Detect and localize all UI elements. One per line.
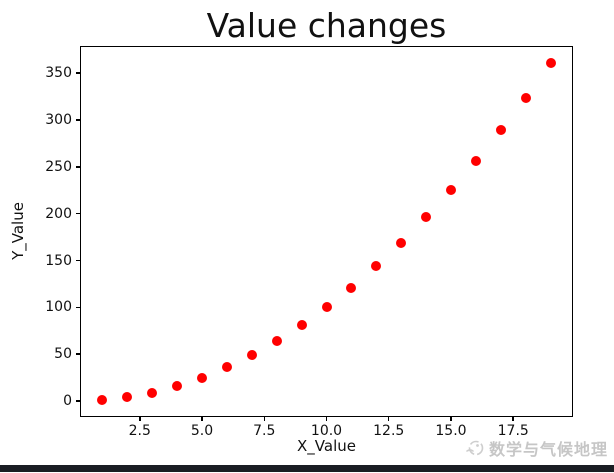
x-tick-label: 17.5 (497, 423, 529, 439)
x-tick-mark (450, 417, 452, 421)
x-tick-label: 5.0 (190, 423, 214, 439)
chart-title: Value changes (206, 6, 447, 45)
y-tick-label: 350 (45, 65, 72, 82)
y-tick-mark (76, 119, 80, 121)
y-tick-mark (76, 166, 80, 168)
watermark-text: 数学与气候地理 (488, 440, 608, 459)
data-point (371, 261, 382, 272)
data-point (197, 372, 207, 383)
y-tick-label: 250 (45, 158, 72, 175)
x-tick-label: 15.0 (435, 423, 467, 439)
x-tick-label: 7.5 (253, 423, 276, 439)
data-point (445, 185, 456, 196)
data-point (246, 350, 257, 361)
data-point (520, 92, 531, 103)
data-point (495, 125, 506, 136)
y-tick-mark (76, 306, 80, 309)
y-tick-mark (76, 353, 80, 355)
data-point (97, 395, 108, 406)
data-point (221, 362, 232, 373)
x-axis-label: X_Value (297, 437, 356, 455)
y-tick-mark (76, 212, 80, 215)
y-tick-mark (76, 400, 80, 402)
y-tick-label: 100 (45, 299, 72, 316)
y-tick-label: 150 (45, 252, 72, 269)
data-point (172, 381, 183, 392)
logo-icon (465, 438, 485, 458)
x-tick-label: 12.5 (373, 423, 405, 439)
data-point (321, 302, 332, 313)
data-point (421, 212, 432, 223)
y-tick-label: 0 (63, 393, 72, 410)
x-tick-mark (512, 417, 514, 421)
x-tick-label: 10.0 (310, 423, 343, 439)
data-point (147, 387, 158, 398)
data-point (296, 320, 307, 331)
x-tick-label: 2.5 (128, 423, 151, 439)
x-tick-mark (325, 417, 328, 421)
watermark: 数学与气候地理 (465, 436, 608, 460)
x-tick-mark (201, 417, 203, 421)
bottom-bar (0, 465, 614, 472)
x-tick-mark (263, 417, 265, 421)
y-axis-label: Y_Value (9, 202, 27, 260)
y-tick-mark (76, 259, 80, 262)
x-tick-mark (139, 417, 141, 421)
y-tick-label: 200 (45, 205, 72, 222)
data-point (396, 237, 407, 248)
x-tick-mark (387, 417, 390, 421)
y-tick-mark (76, 72, 80, 74)
data-point (346, 282, 357, 293)
data-point (470, 156, 481, 167)
y-tick-label: 50 (54, 346, 72, 363)
y-tick-label: 300 (45, 112, 72, 128)
data-point (545, 57, 556, 68)
data-point (122, 392, 133, 403)
plot-area (80, 46, 573, 417)
data-point (271, 336, 282, 347)
